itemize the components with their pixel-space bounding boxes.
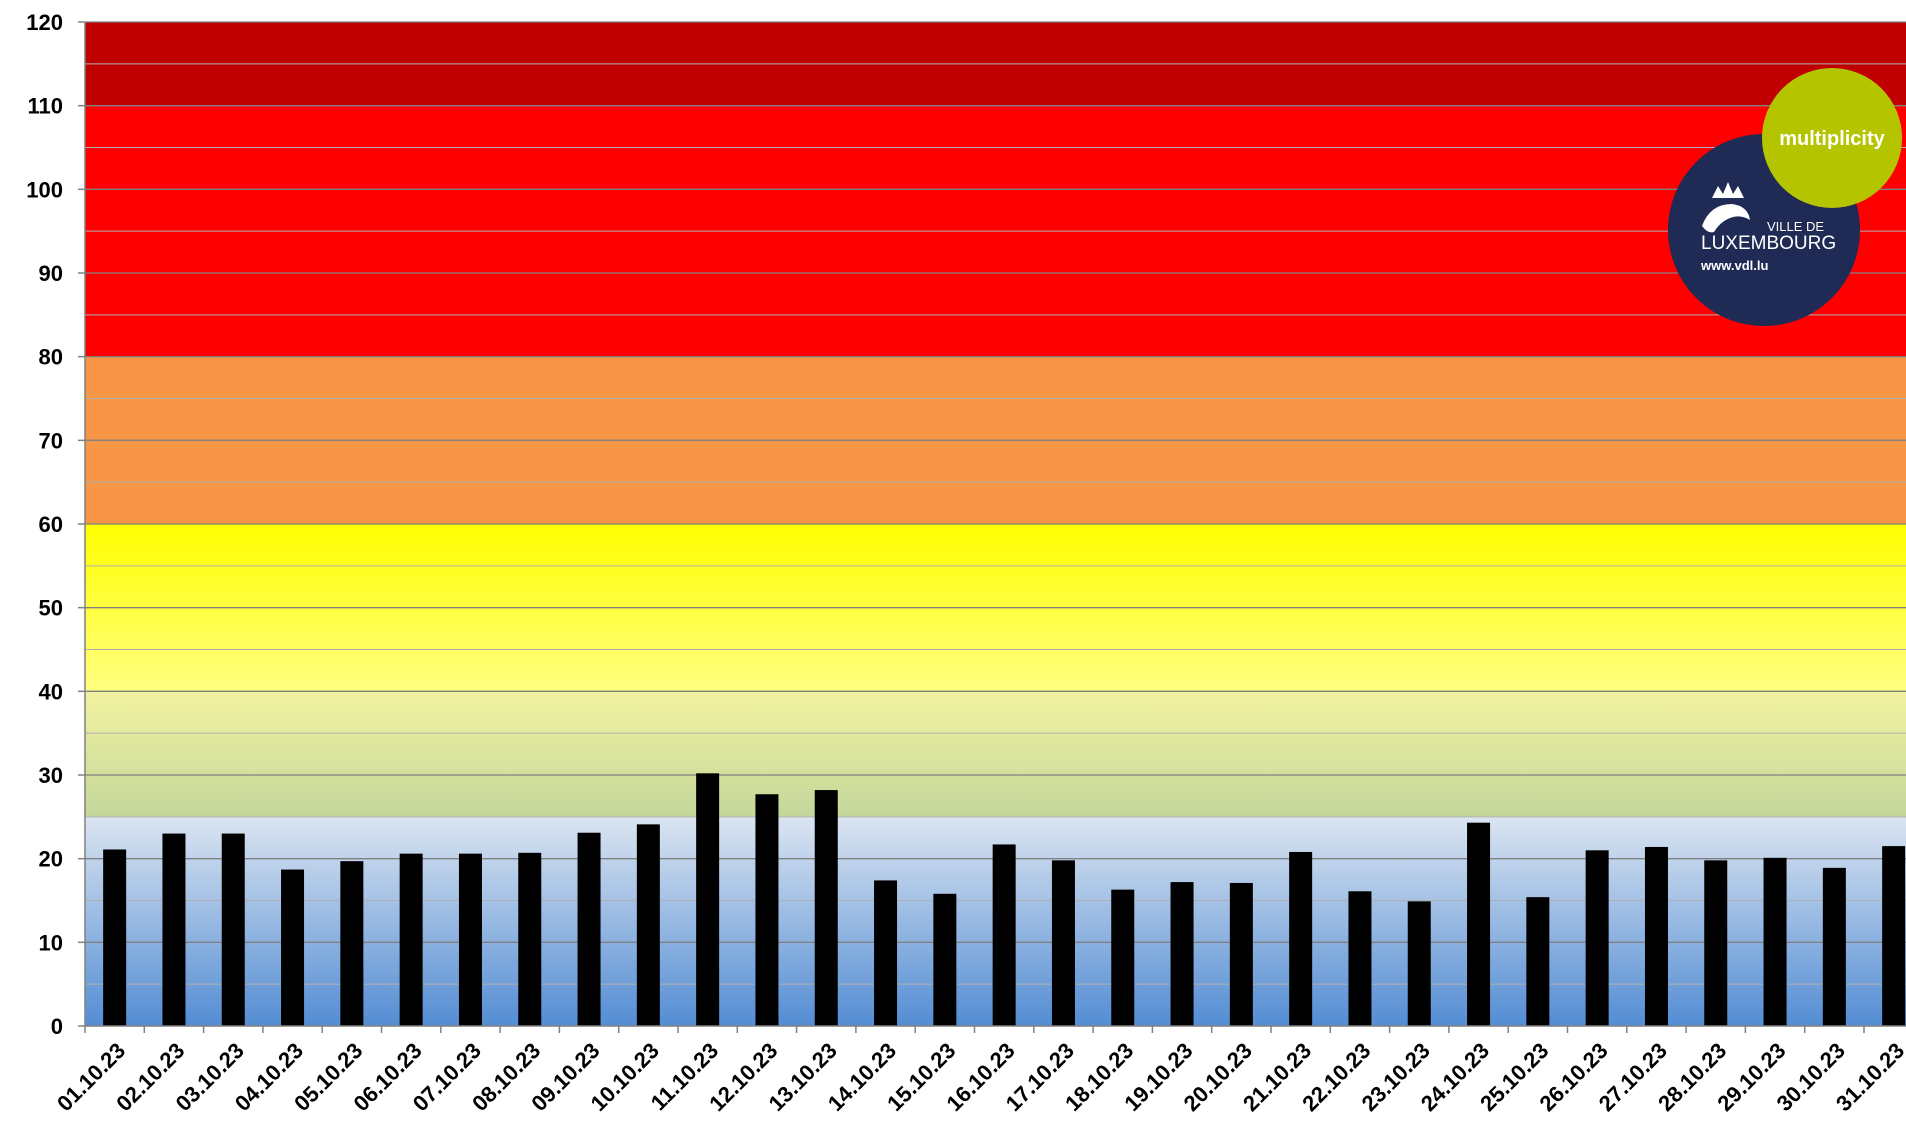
y-tick-label: 0 [51, 1014, 63, 1039]
y-tick-label: 70 [39, 428, 63, 453]
y-tick-label: 30 [39, 763, 63, 788]
bar-31.10.23 [1882, 846, 1906, 1026]
bar-14.10.23 [874, 880, 898, 1026]
bar-30.10.23 [1822, 867, 1846, 1026]
bar-20.10.23 [1229, 882, 1253, 1026]
bar-21.10.23 [1289, 851, 1313, 1026]
bar-22.10.23 [1348, 891, 1372, 1026]
y-tick-label: 60 [39, 512, 63, 537]
bar-10.10.23 [636, 824, 660, 1026]
y-tick-label: 50 [39, 596, 63, 621]
vdl-url: www.vdl.lu [1700, 258, 1768, 273]
bar-09.10.23 [577, 832, 601, 1026]
y-tick-label: 120 [26, 10, 63, 35]
bar-17.10.23 [1051, 860, 1075, 1026]
bar-25.10.23 [1526, 897, 1550, 1026]
y-tick-label: 20 [39, 847, 63, 872]
bar-15.10.23 [933, 893, 957, 1026]
bar-08.10.23 [518, 852, 542, 1026]
lion-crown-icon [1702, 182, 1750, 233]
y-tick-label: 100 [26, 177, 63, 202]
bar-11.10.23 [696, 773, 720, 1026]
bar-16.10.23 [992, 844, 1016, 1026]
x-tick-labels: 01.10.2302.10.2303.10.2304.10.2305.10.23… [52, 1038, 1906, 1116]
y-tick-labels: 0 10 20 30 40 50 60 70 80 90 100 110 120 [26, 10, 63, 1039]
bar-13.10.23 [814, 790, 838, 1026]
bar-27.10.23 [1644, 846, 1668, 1026]
bar-24.10.23 [1467, 822, 1491, 1026]
bar-03.10.23 [221, 833, 245, 1026]
multiplicity-logo-circle [1762, 68, 1902, 208]
vdl-line1: VILLE DE [1767, 219, 1824, 234]
y-tick-label: 40 [39, 679, 63, 704]
bar-29.10.23 [1763, 857, 1787, 1026]
vdl-line2: LUXEMBOURG [1701, 233, 1836, 254]
y-tick-label: 80 [39, 345, 63, 370]
bar-04.10.23 [281, 869, 305, 1026]
multiplicity-logo: multiplicity [1762, 68, 1902, 208]
bar-07.10.23 [458, 853, 482, 1026]
bar-05.10.23 [340, 861, 364, 1026]
y-tick-label: 90 [39, 261, 63, 286]
axes [78, 21, 1906, 1033]
bar-19.10.23 [1170, 882, 1194, 1026]
bar-06.10.23 [399, 853, 423, 1026]
bar-26.10.23 [1585, 850, 1609, 1026]
y-tick-label: 10 [39, 930, 63, 955]
bar-23.10.23 [1407, 901, 1431, 1026]
bars [103, 773, 1906, 1026]
y-tick-label: 110 [28, 94, 64, 119]
bar-12.10.23 [755, 794, 779, 1026]
bar-02.10.23 [162, 833, 186, 1026]
bar-01.10.23 [103, 849, 127, 1026]
bar-28.10.23 [1704, 860, 1728, 1026]
bar-18.10.23 [1111, 889, 1135, 1026]
gridlines [85, 21, 1906, 985]
multiplicity-text: multiplicity [1779, 128, 1885, 150]
